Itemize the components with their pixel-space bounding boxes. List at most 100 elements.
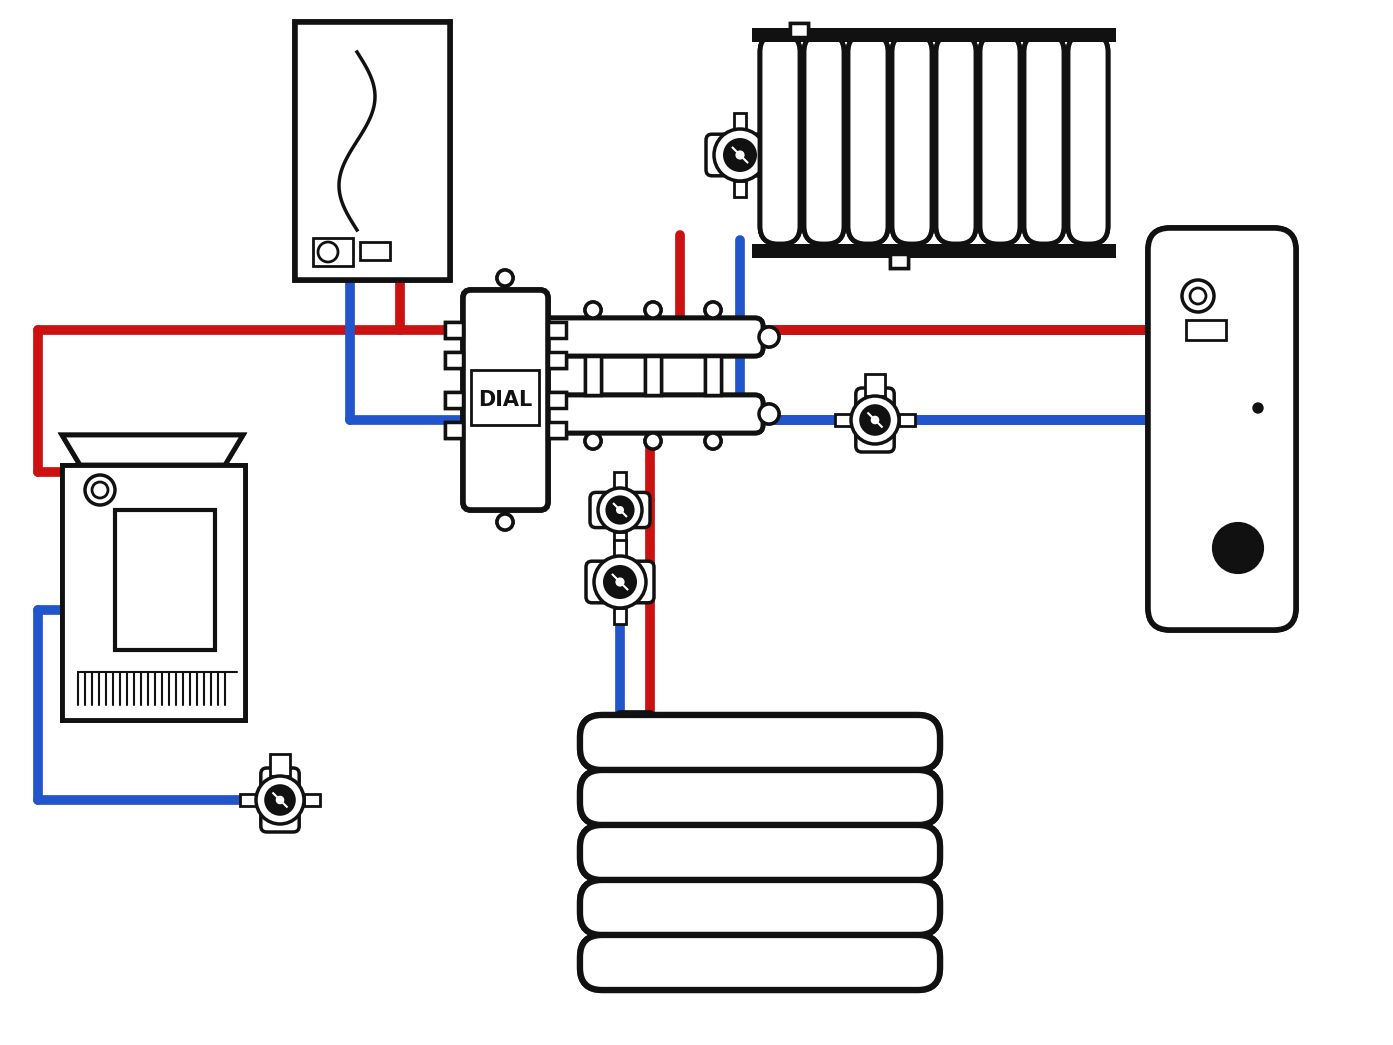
Circle shape <box>585 302 600 318</box>
FancyBboxPatch shape <box>706 134 775 176</box>
FancyBboxPatch shape <box>981 34 1020 243</box>
Polygon shape <box>63 435 242 465</box>
FancyBboxPatch shape <box>981 34 1020 243</box>
Circle shape <box>85 475 116 505</box>
Circle shape <box>705 302 722 318</box>
Circle shape <box>759 404 779 424</box>
Circle shape <box>872 416 879 423</box>
Circle shape <box>724 139 755 170</box>
FancyBboxPatch shape <box>1068 34 1107 243</box>
Bar <box>547 352 566 368</box>
FancyBboxPatch shape <box>892 34 932 243</box>
FancyBboxPatch shape <box>579 880 940 935</box>
Circle shape <box>759 404 779 424</box>
Circle shape <box>92 482 109 498</box>
Bar <box>547 392 566 408</box>
FancyBboxPatch shape <box>462 291 547 510</box>
Circle shape <box>759 327 779 347</box>
Circle shape <box>1215 524 1262 572</box>
Circle shape <box>497 514 513 530</box>
FancyBboxPatch shape <box>848 34 887 243</box>
FancyBboxPatch shape <box>1024 34 1064 243</box>
FancyBboxPatch shape <box>260 768 299 832</box>
Bar <box>359 242 390 260</box>
Bar <box>444 422 462 438</box>
Circle shape <box>598 488 642 532</box>
Circle shape <box>1190 288 1206 304</box>
Bar <box>752 243 1116 258</box>
Polygon shape <box>63 435 242 465</box>
Bar <box>1185 320 1226 340</box>
Bar <box>444 352 462 368</box>
Circle shape <box>276 796 284 804</box>
FancyBboxPatch shape <box>855 388 894 452</box>
FancyBboxPatch shape <box>936 34 976 243</box>
Circle shape <box>605 566 635 598</box>
Circle shape <box>705 433 722 449</box>
Bar <box>295 22 450 280</box>
Bar <box>313 238 352 266</box>
Circle shape <box>1190 288 1206 304</box>
Circle shape <box>266 786 294 814</box>
FancyBboxPatch shape <box>591 492 651 528</box>
Bar <box>890 254 908 268</box>
FancyBboxPatch shape <box>579 825 940 880</box>
Bar <box>444 352 462 368</box>
Circle shape <box>645 433 662 449</box>
Circle shape <box>497 270 513 286</box>
Bar <box>547 352 566 368</box>
Bar <box>834 414 851 426</box>
Text: DIAL: DIAL <box>478 390 532 410</box>
Bar <box>790 23 808 37</box>
FancyBboxPatch shape <box>892 34 932 243</box>
Circle shape <box>1183 280 1215 312</box>
Bar <box>614 608 625 624</box>
Circle shape <box>851 396 898 444</box>
Bar <box>444 322 462 338</box>
Circle shape <box>1215 524 1262 572</box>
Bar <box>116 510 215 650</box>
Bar <box>752 28 1116 42</box>
Circle shape <box>607 496 634 524</box>
FancyBboxPatch shape <box>804 34 844 243</box>
Bar <box>240 794 256 806</box>
FancyBboxPatch shape <box>1024 34 1064 243</box>
Bar <box>865 374 885 396</box>
Bar <box>295 22 450 280</box>
FancyBboxPatch shape <box>586 561 653 603</box>
FancyBboxPatch shape <box>462 291 547 510</box>
FancyBboxPatch shape <box>1068 34 1107 243</box>
Bar <box>547 322 566 338</box>
Bar <box>585 356 600 395</box>
FancyBboxPatch shape <box>579 880 940 935</box>
Circle shape <box>585 433 600 449</box>
Bar <box>705 356 722 395</box>
Circle shape <box>645 302 662 318</box>
Circle shape <box>585 433 600 449</box>
FancyBboxPatch shape <box>1148 228 1295 630</box>
Circle shape <box>593 556 646 608</box>
Bar <box>734 181 747 198</box>
Bar <box>116 510 215 650</box>
Bar <box>444 322 462 338</box>
Bar <box>614 532 625 548</box>
FancyBboxPatch shape <box>579 935 940 990</box>
Circle shape <box>92 482 109 498</box>
Bar <box>444 392 462 408</box>
Circle shape <box>715 129 766 181</box>
Bar <box>63 465 245 720</box>
FancyBboxPatch shape <box>1148 228 1295 630</box>
Circle shape <box>85 475 116 505</box>
Circle shape <box>318 242 338 262</box>
Circle shape <box>616 578 624 586</box>
Circle shape <box>736 152 744 159</box>
Bar <box>270 754 290 776</box>
Circle shape <box>1252 403 1263 413</box>
FancyBboxPatch shape <box>579 935 940 990</box>
Bar <box>614 472 625 488</box>
Bar <box>645 356 662 395</box>
Bar <box>547 422 566 438</box>
Bar <box>898 414 915 426</box>
FancyBboxPatch shape <box>804 34 844 243</box>
FancyBboxPatch shape <box>579 770 940 825</box>
